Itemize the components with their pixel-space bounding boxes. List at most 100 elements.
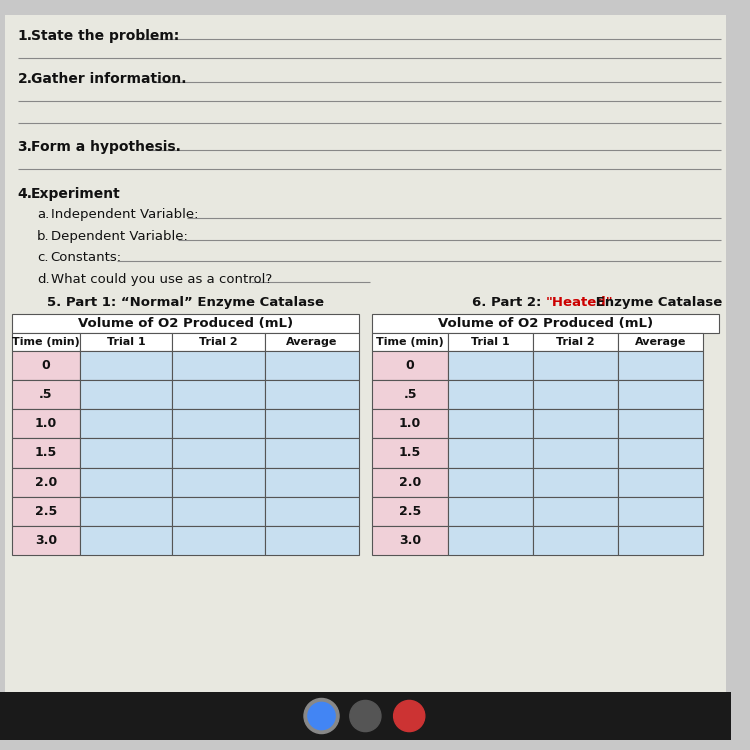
Text: 4.: 4. xyxy=(17,187,32,201)
Bar xyxy=(80,380,172,409)
Bar xyxy=(80,438,172,467)
Bar xyxy=(533,438,618,467)
Bar xyxy=(172,380,265,409)
Bar xyxy=(12,467,80,496)
Bar xyxy=(618,380,704,409)
Bar xyxy=(265,409,358,438)
Bar xyxy=(172,467,265,496)
Bar xyxy=(533,333,618,351)
Text: 3.: 3. xyxy=(17,140,32,154)
Bar xyxy=(12,380,80,409)
Text: 1.5: 1.5 xyxy=(34,446,57,460)
Bar xyxy=(12,314,358,333)
Text: 2.0: 2.0 xyxy=(34,476,57,489)
FancyBboxPatch shape xyxy=(4,14,726,736)
Text: Trial 1: Trial 1 xyxy=(471,337,510,346)
Text: 1.0: 1.0 xyxy=(34,417,57,430)
Text: a.: a. xyxy=(37,209,50,221)
Bar xyxy=(265,351,358,380)
Bar xyxy=(172,351,265,380)
Bar xyxy=(0,692,730,740)
Bar xyxy=(448,438,533,467)
Bar xyxy=(372,314,719,333)
Bar xyxy=(12,351,80,380)
Bar xyxy=(372,409,448,438)
Bar xyxy=(618,351,704,380)
Text: 1.: 1. xyxy=(17,29,32,43)
Bar xyxy=(265,380,358,409)
Text: 6. Part 2:: 6. Part 2: xyxy=(472,296,545,309)
Text: Trial 2: Trial 2 xyxy=(200,337,238,346)
Bar xyxy=(372,467,448,496)
Bar xyxy=(448,526,533,555)
Bar xyxy=(618,467,704,496)
Bar xyxy=(448,467,533,496)
Text: Time (min): Time (min) xyxy=(376,337,444,346)
Bar xyxy=(618,333,704,351)
Circle shape xyxy=(350,700,381,731)
Text: Independent Variable:: Independent Variable: xyxy=(51,209,198,221)
Bar xyxy=(448,380,533,409)
Bar xyxy=(172,409,265,438)
Text: Volume of O2 Produced (mL): Volume of O2 Produced (mL) xyxy=(77,316,292,330)
Bar xyxy=(80,409,172,438)
Text: 1.5: 1.5 xyxy=(399,446,422,460)
Bar xyxy=(12,409,80,438)
Text: 2.5: 2.5 xyxy=(399,505,422,518)
Text: Trial 2: Trial 2 xyxy=(556,337,595,346)
Circle shape xyxy=(308,702,335,730)
Text: Dependent Variable:: Dependent Variable: xyxy=(51,230,188,243)
Text: 1.0: 1.0 xyxy=(399,417,422,430)
Text: 0: 0 xyxy=(41,358,50,372)
Bar xyxy=(80,526,172,555)
Text: Experiment: Experiment xyxy=(32,187,121,201)
Text: Enzyme Catalase: Enzyme Catalase xyxy=(592,296,723,309)
Bar xyxy=(12,526,80,555)
Circle shape xyxy=(304,698,339,734)
Bar xyxy=(80,496,172,526)
Bar xyxy=(533,496,618,526)
Bar xyxy=(80,351,172,380)
Text: Constants:: Constants: xyxy=(51,251,122,264)
Text: What could you use as a control?: What could you use as a control? xyxy=(51,273,272,286)
Text: Average: Average xyxy=(286,337,338,346)
Bar xyxy=(172,333,265,351)
Text: Average: Average xyxy=(635,337,686,346)
Text: c.: c. xyxy=(37,251,49,264)
Bar xyxy=(448,409,533,438)
Text: .5: .5 xyxy=(404,388,417,401)
Text: Time (min): Time (min) xyxy=(12,337,80,346)
Text: 3.0: 3.0 xyxy=(34,534,57,548)
Bar xyxy=(448,496,533,526)
Bar xyxy=(265,526,358,555)
Text: Volume of O2 Produced (mL): Volume of O2 Produced (mL) xyxy=(438,316,653,330)
Text: 3.0: 3.0 xyxy=(399,534,422,548)
Bar xyxy=(372,380,448,409)
Bar xyxy=(265,438,358,467)
Bar xyxy=(372,351,448,380)
Text: 2.5: 2.5 xyxy=(34,505,57,518)
Text: Trial 1: Trial 1 xyxy=(106,337,146,346)
Bar xyxy=(372,438,448,467)
Text: State the problem:: State the problem: xyxy=(32,29,179,43)
Bar xyxy=(265,496,358,526)
Bar xyxy=(172,496,265,526)
Text: Gather information.: Gather information. xyxy=(32,72,187,86)
Bar xyxy=(12,496,80,526)
Text: 2.: 2. xyxy=(17,72,32,86)
Bar xyxy=(618,409,704,438)
Bar xyxy=(172,438,265,467)
Bar xyxy=(172,526,265,555)
Bar xyxy=(448,333,533,351)
Bar xyxy=(80,467,172,496)
Bar xyxy=(618,496,704,526)
Bar xyxy=(372,333,448,351)
Circle shape xyxy=(394,700,424,731)
Bar xyxy=(533,409,618,438)
Bar xyxy=(12,333,80,351)
Text: Form a hypothesis.: Form a hypothesis. xyxy=(32,140,181,154)
Bar xyxy=(618,438,704,467)
Text: d.: d. xyxy=(37,273,50,286)
Bar xyxy=(265,467,358,496)
Text: .5: .5 xyxy=(39,388,53,401)
